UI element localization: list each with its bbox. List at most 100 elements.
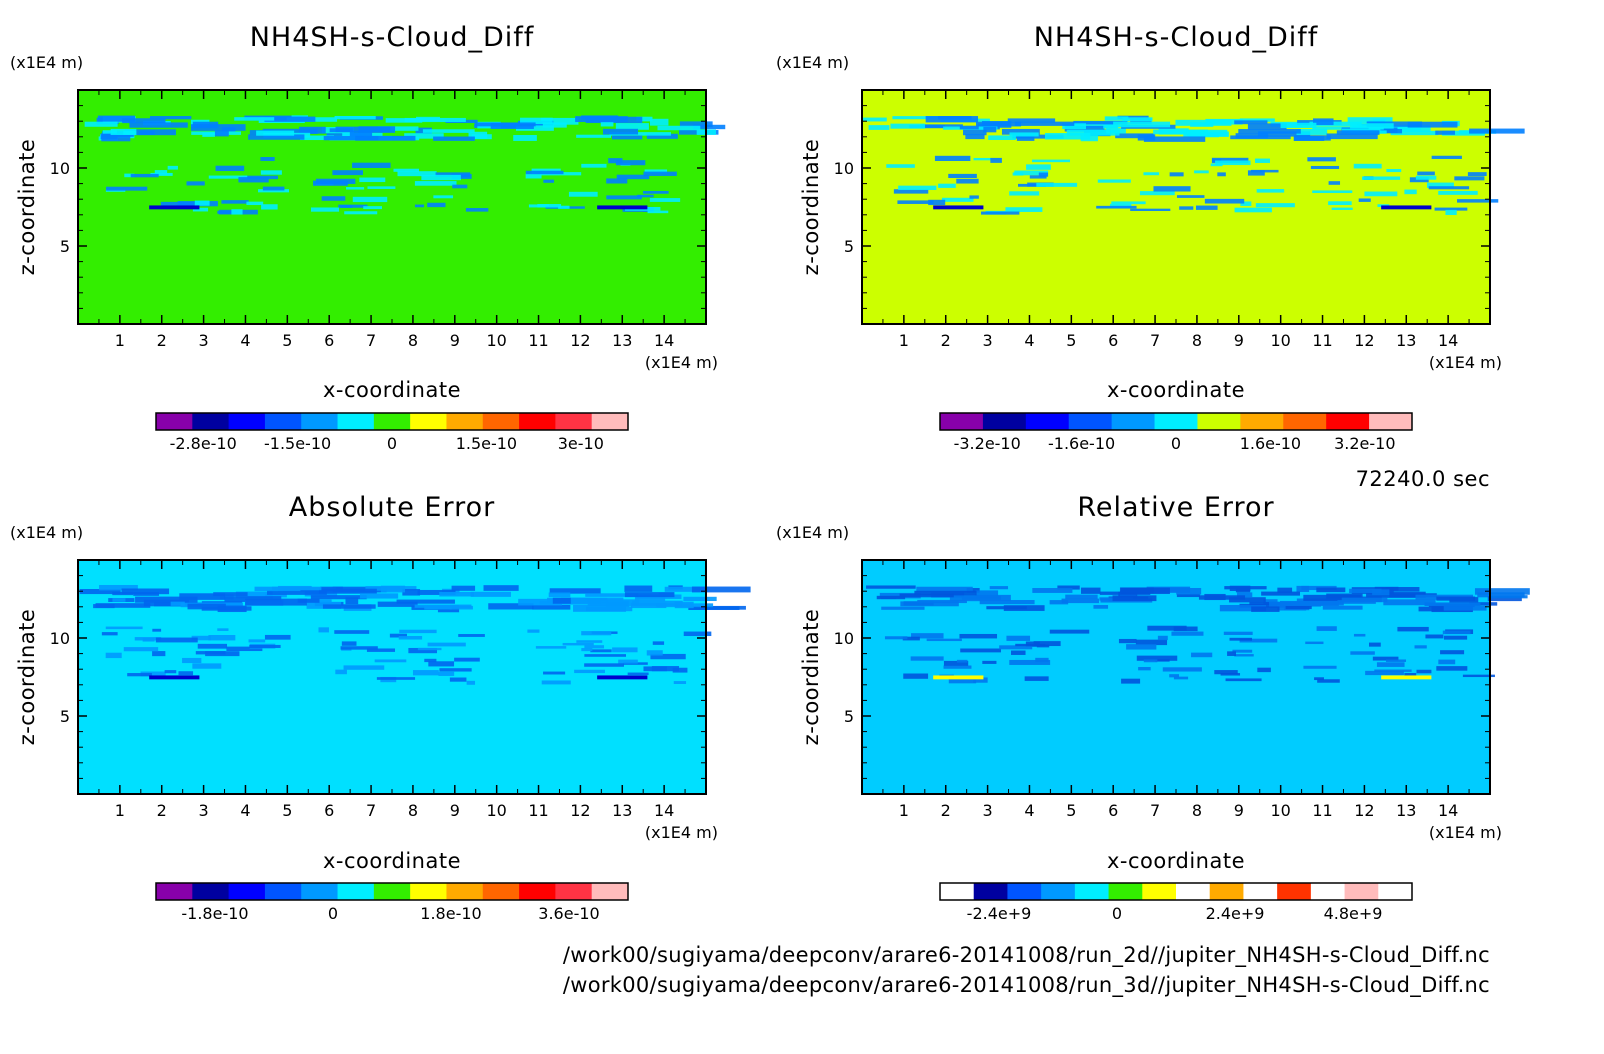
contour-patch <box>208 175 248 179</box>
contour-patch <box>581 648 593 652</box>
contour-patch <box>1467 172 1487 177</box>
contour-patch <box>488 603 534 610</box>
contour-patch <box>602 128 639 135</box>
contour-patch <box>1474 588 1530 595</box>
contour-patch <box>1251 606 1280 612</box>
contour-patch <box>149 116 192 120</box>
contour-patch <box>1489 595 1528 599</box>
contour-patch <box>1153 129 1209 135</box>
footer-file-3d: /work00/sugiyama/deepconv/arare6-2014100… <box>563 973 1490 998</box>
contour-patch <box>192 663 222 669</box>
x-tick-label: 11 <box>1312 801 1332 820</box>
contour-patch <box>1236 592 1253 598</box>
contour-patch <box>999 645 1033 650</box>
x-tick-label: 13 <box>1396 331 1416 350</box>
contour-patch <box>194 200 210 206</box>
contour-patch <box>1416 669 1432 674</box>
contour-patch <box>914 590 977 596</box>
panel-bottom-right: Relative Error (x1E4 m) 1 2 3 4 5 6 7 8 9 10 11 12 1… <box>776 492 1530 923</box>
contour-patch <box>910 656 944 661</box>
contour-patch <box>374 659 407 663</box>
x-tick-label: 9 <box>450 801 460 820</box>
contour-patch <box>245 598 307 606</box>
contour-patch <box>1153 186 1191 192</box>
colorbar-swatch <box>264 883 302 900</box>
contour-patch <box>525 170 564 175</box>
x-tick-label: 13 <box>1396 801 1416 820</box>
contour-patch <box>1238 129 1301 134</box>
contour-patch <box>649 198 681 202</box>
colorbar-tick-label: 0 <box>1171 434 1181 453</box>
contour-patch <box>518 598 562 606</box>
contour-patch <box>650 653 686 660</box>
colorbar-swatch <box>1326 413 1370 430</box>
contour-patch <box>167 165 178 170</box>
colorbar-swatch <box>1154 413 1198 430</box>
contour-patch <box>451 173 472 179</box>
x-tick-label: 9 <box>450 331 460 350</box>
contour-patch <box>868 125 890 130</box>
colorbar-tick-label: -3.2e-10 <box>954 434 1021 453</box>
x-axis-label: x-coordinate <box>323 378 461 402</box>
contour-patch <box>1122 117 1153 122</box>
contour-patch <box>1211 157 1249 164</box>
colorbar-swatch <box>156 413 193 430</box>
contour-patch <box>335 669 347 675</box>
contour-patch <box>866 585 916 589</box>
colorbar-swatch <box>1283 413 1327 430</box>
contour-bands <box>866 585 1530 684</box>
x-tick-label: 7 <box>366 331 376 350</box>
x-tick-label: 1 <box>899 331 909 350</box>
contour-patch <box>1143 172 1160 176</box>
contour-patch <box>1033 641 1061 647</box>
contour-patch <box>643 171 677 176</box>
contour-patch <box>1362 176 1401 180</box>
contour-patch <box>890 123 926 129</box>
x-unit-label: (x1E4 m) <box>645 353 718 372</box>
contour-patch <box>412 670 439 676</box>
x-tick-label: 9 <box>1234 801 1244 820</box>
colorbar-tick-label: 1.6e-10 <box>1240 434 1301 453</box>
contour-bands <box>79 584 751 685</box>
contour-patch <box>1195 205 1218 210</box>
contour-patch <box>574 669 605 674</box>
contour-patch <box>575 116 628 123</box>
contour-patch <box>254 586 301 592</box>
contour-patch <box>1454 176 1485 181</box>
contour-patch <box>1350 651 1375 655</box>
colorbar-swatch <box>1176 883 1211 900</box>
panel-title: Absolute Error <box>289 492 495 523</box>
contour-patch <box>1349 588 1382 594</box>
contour-patch <box>99 584 138 591</box>
contour-patch <box>1385 587 1420 592</box>
contour-patch <box>1111 201 1146 205</box>
contour-patch <box>417 589 456 595</box>
contour-patch <box>606 178 628 184</box>
colorbar-swatch <box>519 883 556 900</box>
contour-patch <box>961 596 1001 600</box>
colorbar-swatch <box>1007 883 1042 900</box>
contour-patch <box>590 649 612 653</box>
contour-patch <box>433 195 454 199</box>
contour-patch <box>1309 121 1362 127</box>
contour-patch <box>102 130 117 134</box>
colorbar-swatch <box>1108 883 1143 900</box>
y-axis-label: z-coordinate <box>799 139 823 276</box>
contour-patch <box>606 195 642 200</box>
contour-patch <box>934 155 971 162</box>
contour-patch <box>323 136 379 141</box>
contour-patch <box>1113 121 1171 128</box>
contour-patch <box>179 593 226 600</box>
contour-patch <box>217 605 247 613</box>
contour-patch <box>1277 587 1293 593</box>
contour-patch <box>1118 638 1137 644</box>
panel-title: NH4SH-s-Cloud_Diff <box>250 22 535 53</box>
contour-patch <box>399 629 437 634</box>
contour-patch <box>1312 126 1367 130</box>
contour-patch <box>900 601 959 607</box>
contour-patch <box>135 596 198 603</box>
colorbar-swatch <box>555 883 593 900</box>
contour-patch <box>213 592 248 597</box>
